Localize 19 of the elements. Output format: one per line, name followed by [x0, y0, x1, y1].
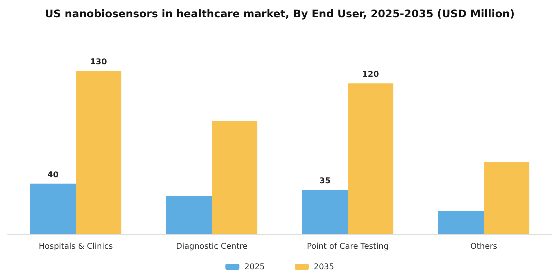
bar [302, 190, 348, 234]
bar [166, 196, 212, 234]
x-tick-label: Hospitals & Clinics [38, 242, 114, 251]
bar [212, 121, 258, 234]
bar [76, 71, 122, 234]
data-label: 35 [320, 176, 332, 186]
bar [438, 211, 484, 234]
legend-label: 2025 [244, 262, 265, 272]
data-label: 40 [48, 170, 60, 180]
data-label: 130 [90, 58, 108, 67]
bar [348, 84, 394, 234]
chart-title: US nanobiosensors in healthcare market, By End User, 2025-2035 (USD Million) [45, 8, 515, 20]
x-tick-label: Point of Care Testing [307, 242, 389, 251]
legend-label: 2035 [314, 262, 334, 272]
bar [30, 184, 76, 234]
bar [484, 162, 530, 234]
x-tick-label: Diagnostic Centre [176, 242, 248, 251]
data-label: 120 [362, 70, 380, 80]
x-tick-label: Others [470, 242, 498, 251]
